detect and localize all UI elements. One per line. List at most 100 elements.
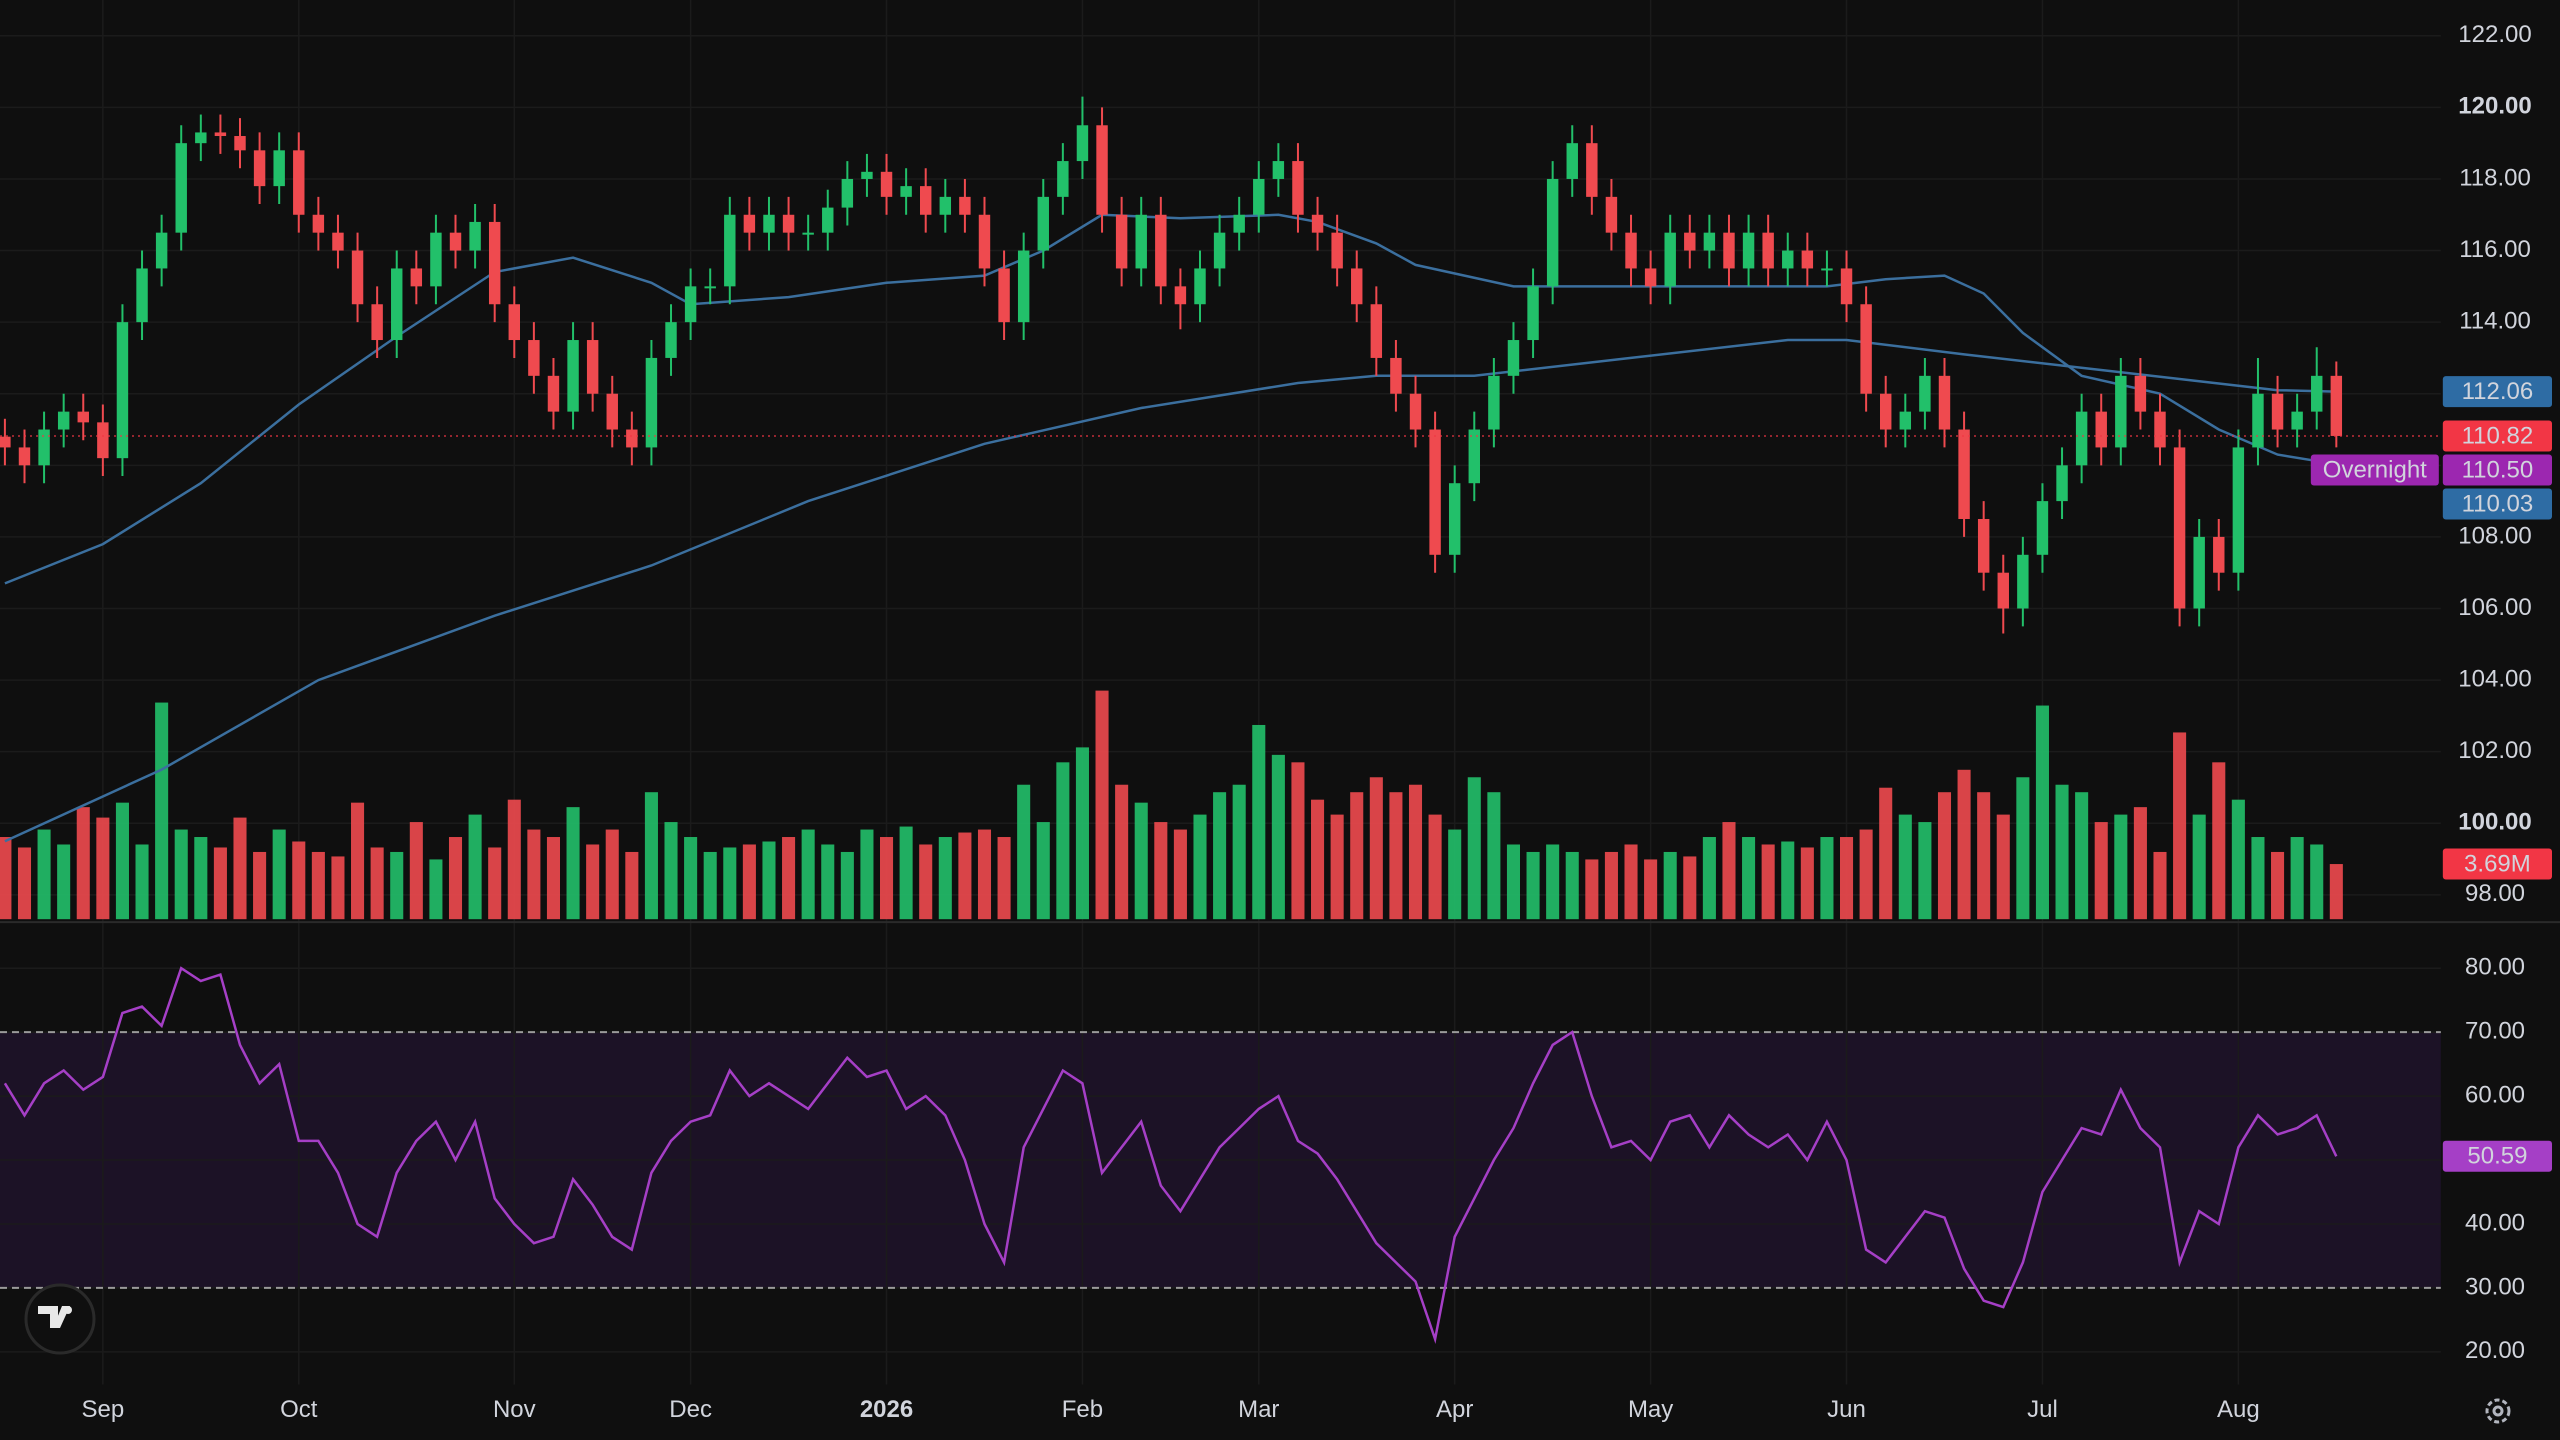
- volume-bar: [2075, 792, 2089, 920]
- volume-bar: [958, 832, 972, 920]
- candle-body: [2056, 465, 2068, 502]
- candle-body: [18, 447, 31, 466]
- candle-body: [508, 304, 520, 341]
- volume-bar: [1683, 856, 1697, 920]
- y-tick-label: 104.00: [2458, 665, 2531, 692]
- volume-bar: [2329, 864, 2343, 920]
- volume-bar: [2231, 799, 2245, 920]
- volume-bar: [2055, 784, 2069, 920]
- settings-button[interactable]: [2485, 1398, 2511, 1424]
- volume-bar: [213, 847, 227, 920]
- volume-bar: [938, 837, 952, 920]
- volume-bar: [1604, 851, 1618, 920]
- volume-bar: [1291, 762, 1305, 920]
- volume-bar: [1800, 847, 1814, 920]
- candle-body: [920, 186, 932, 215]
- x-tick-label: Aug: [2217, 1396, 2260, 1423]
- candle-body: [547, 375, 560, 412]
- volume-bar: [801, 829, 815, 920]
- volume-bar: [1585, 859, 1599, 920]
- rsi-tick-label: 40.00: [2465, 1209, 2525, 1236]
- candle-body: [822, 207, 834, 233]
- volume-bar: [1702, 837, 1716, 920]
- candle-body: [1272, 161, 1285, 179]
- y-tick-label: 116.00: [2459, 236, 2531, 263]
- volume-bar: [840, 851, 854, 920]
- volume-badge-text: 3.69M: [2464, 850, 2531, 877]
- x-tick-label: 2026: [860, 1396, 913, 1423]
- volume-bar: [899, 826, 913, 920]
- settings-gear[interactable]: [2485, 1398, 2511, 1424]
- rsi-tick-label: 70.00: [2465, 1017, 2525, 1044]
- volume-bar: [1115, 784, 1129, 920]
- volume-bar: [37, 829, 51, 920]
- volume-bar: [351, 802, 365, 920]
- volume-bar: [977, 829, 992, 920]
- volume-bar: [1644, 859, 1658, 920]
- logo-dot[interactable]: [64, 1306, 72, 1314]
- candle-body: [1997, 572, 2009, 609]
- ma-badge-text: 110.03: [2462, 490, 2534, 517]
- volume-bar: [821, 844, 835, 920]
- settings-hub[interactable]: [2492, 1405, 2504, 1417]
- volume-bar: [586, 844, 600, 920]
- x-tick-label: Feb: [1062, 1396, 1103, 1423]
- volume-bar: [2133, 807, 2147, 920]
- volume-bar: [2192, 814, 2206, 920]
- candle-body: [1546, 178, 1559, 287]
- candle-body: [606, 393, 618, 430]
- volume-bar: [644, 792, 658, 920]
- candle-body: [880, 171, 893, 197]
- volume-bar: [1056, 762, 1070, 920]
- logo[interactable]: [24, 1283, 96, 1355]
- volume-bar: [1506, 844, 1520, 920]
- candle-body: [665, 322, 677, 358]
- candle-body: [77, 411, 89, 423]
- ma-badge-box: [2442, 376, 2552, 408]
- candle-body: [1566, 143, 1578, 179]
- volume-bar: [292, 841, 306, 920]
- volume-bar: [880, 837, 894, 920]
- overnight-tag-box: [2310, 454, 2439, 486]
- volume-bar: [1663, 851, 1677, 920]
- volume-bar: [115, 802, 129, 920]
- candle-body: [763, 214, 775, 233]
- volume-bar: [605, 829, 619, 920]
- candle-body: [1174, 286, 1187, 305]
- last-price-badge-text: 110.82: [2462, 422, 2534, 449]
- rsi-tick-label: 30.00: [2465, 1273, 2525, 1300]
- candle-body: [1429, 429, 1441, 555]
- moving-average-line: [4, 338, 2337, 843]
- overnight-badge-text: 110.50: [2462, 456, 2534, 483]
- volume-bar: [1369, 777, 1383, 920]
- candle-body: [2036, 501, 2049, 555]
- candle-body: [1135, 214, 1147, 269]
- candle-body: [2252, 393, 2264, 448]
- candle-body: [1958, 429, 1970, 520]
- candle-body: [1331, 232, 1343, 269]
- candle-body: [1938, 375, 1951, 430]
- volume-bar: [860, 829, 874, 920]
- volume-bar: [703, 851, 717, 920]
- candle-body: [626, 429, 638, 448]
- candle-body: [38, 429, 50, 466]
- volume-bar: [17, 847, 32, 920]
- volume-bar: [311, 851, 325, 920]
- candle-body: [1919, 375, 1931, 412]
- candle-body: [1840, 268, 1853, 305]
- candle-body: [1390, 357, 1402, 394]
- volume-bar: [1898, 814, 1912, 920]
- candle-body: [2271, 393, 2284, 430]
- logo-mark[interactable]: [38, 1306, 70, 1328]
- volume-bar: [331, 856, 345, 920]
- volume-bar: [664, 822, 678, 920]
- volume-bar: [2251, 837, 2265, 920]
- volume-bar: [566, 807, 580, 920]
- volume-bar: [1134, 802, 1148, 920]
- candle-body: [645, 357, 658, 448]
- volume-bar: [1761, 844, 1775, 920]
- volume-bar: [409, 822, 423, 920]
- candle-body: [1860, 304, 1872, 394]
